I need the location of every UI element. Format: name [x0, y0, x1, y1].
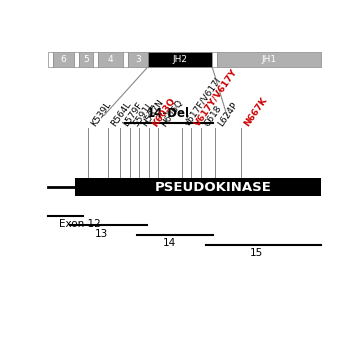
Bar: [74, 178, 321, 196]
Text: H587N: H587N: [140, 98, 165, 128]
Bar: [128, 52, 148, 67]
Text: Exon 12: Exon 12: [59, 219, 101, 229]
Bar: [79, 52, 93, 67]
Text: 15: 15: [250, 248, 263, 258]
Text: V617F/V617I: V617F/V617I: [183, 76, 223, 128]
Text: 4: 4: [108, 55, 113, 64]
Bar: [93, 52, 98, 67]
Text: 6: 6: [61, 55, 66, 64]
Text: C618: C618: [203, 104, 223, 128]
Text: V617Y/V617Y: V617Y/V617Y: [192, 68, 239, 128]
Text: 14-Del: 14-Del: [147, 107, 190, 120]
Text: L579F: L579F: [122, 100, 144, 128]
Text: R564L: R564L: [109, 100, 133, 128]
Text: S591L: S591L: [132, 100, 155, 128]
Bar: [98, 52, 123, 67]
Bar: [48, 52, 53, 67]
Bar: [148, 52, 212, 67]
Text: 14: 14: [163, 239, 176, 248]
Text: K603Q: K603Q: [151, 96, 177, 128]
Text: L624P: L624P: [216, 100, 239, 128]
Bar: [123, 52, 128, 67]
Text: JH2: JH2: [173, 55, 187, 64]
Bar: [74, 52, 79, 67]
Bar: [217, 52, 321, 67]
Text: 13: 13: [95, 229, 108, 239]
Text: JH1: JH1: [261, 55, 277, 64]
Text: H606Q: H606Q: [160, 97, 185, 128]
Bar: [53, 52, 74, 67]
Text: 3: 3: [135, 55, 141, 64]
Text: 5: 5: [83, 55, 89, 64]
Text: K539L: K539L: [90, 100, 113, 128]
Bar: [212, 52, 217, 67]
Text: PSEUDOKINASE: PSEUDOKINASE: [155, 180, 271, 193]
Text: N667K: N667K: [242, 96, 269, 128]
